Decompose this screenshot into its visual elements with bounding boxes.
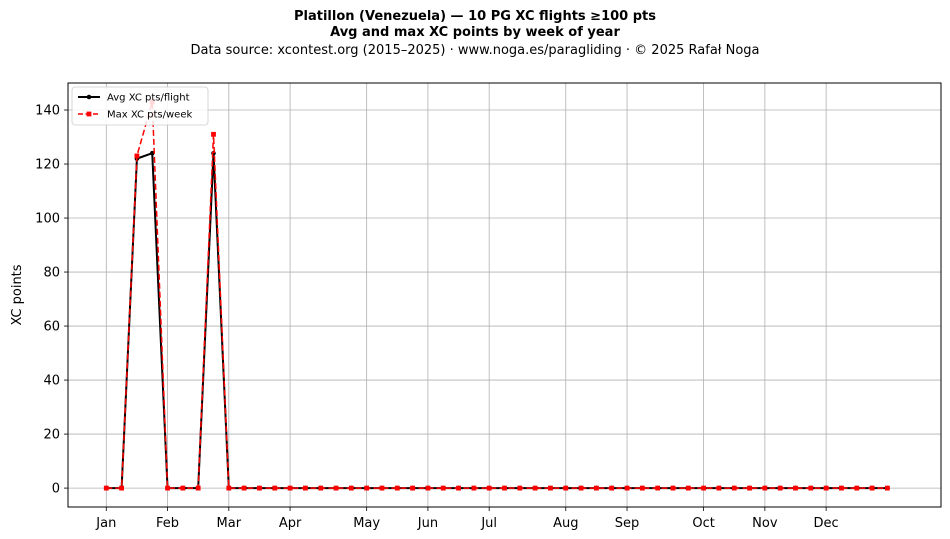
x-tick-label: Mar <box>217 516 242 531</box>
y-tick-label: 0 <box>52 482 60 497</box>
series-line-1 <box>106 101 888 489</box>
x-tick-label: Dec <box>814 516 839 531</box>
source-note: Data source: xcontest.org (2015–2025) · … <box>190 43 760 58</box>
data-point <box>548 485 553 491</box>
data-point <box>884 485 890 491</box>
data-point <box>394 485 400 491</box>
data-point <box>685 485 691 491</box>
legend: Avg XC pts/flight Max XC pts/week <box>71 86 209 126</box>
axis-ticks: 0 20 40 60 80 100 120 140 Jan Feb Mar Apr May Jun Jul A… <box>35 104 839 531</box>
legend-marker <box>86 94 92 100</box>
x-tick-label: May <box>353 516 380 531</box>
x-tick-label: Aug <box>553 516 578 531</box>
data-point <box>180 485 186 491</box>
legend-label: Avg XC pts/flight <box>107 93 190 104</box>
y-tick-label: 80 <box>43 266 60 281</box>
data-point <box>425 485 431 491</box>
y-tick-label: 20 <box>43 428 60 443</box>
chart-subtitle: Avg and max XC points by week of year <box>330 25 620 40</box>
data-point <box>471 485 477 491</box>
y-tick-label: 40 <box>43 374 60 389</box>
data-point <box>348 485 354 491</box>
data-point <box>134 153 140 159</box>
data-point <box>241 485 247 491</box>
data-point <box>119 485 125 491</box>
plot-frame <box>67 82 942 508</box>
legend-label: Max XC pts/week <box>107 110 192 121</box>
data-point <box>502 485 507 491</box>
data-point <box>716 485 722 491</box>
data-point <box>410 485 416 491</box>
data-point <box>808 485 814 491</box>
data-point <box>854 485 860 491</box>
y-tick-label: 120 <box>35 158 60 173</box>
data-point <box>793 485 798 491</box>
legend-box <box>71 86 209 126</box>
data-point <box>747 485 752 491</box>
y-tick-label: 100 <box>35 212 60 227</box>
data-point <box>287 485 293 491</box>
y-tick-label: 140 <box>35 104 60 119</box>
data-point <box>302 485 308 491</box>
legend-marker <box>86 111 92 117</box>
x-tick-label: Apr <box>279 516 302 531</box>
data-point <box>517 485 523 491</box>
x-tick-label: Nov <box>752 516 778 531</box>
data-point <box>195 485 201 491</box>
data-point <box>318 485 324 491</box>
data-point <box>440 485 446 491</box>
data-point <box>624 485 630 491</box>
data-point <box>563 485 569 491</box>
x-tick-label: Jun <box>417 516 438 531</box>
data-point <box>701 485 707 491</box>
data-point <box>639 485 645 491</box>
series-layer <box>103 99 890 491</box>
data-point <box>211 131 216 137</box>
data-point <box>823 485 829 491</box>
data-point <box>532 485 538 491</box>
x-tick-label: Jul <box>480 516 497 531</box>
data-point <box>333 485 339 491</box>
y-axis-label: XC points <box>10 264 25 325</box>
series-line-0 <box>106 152 888 490</box>
data-point <box>456 485 461 491</box>
data-point <box>762 485 768 491</box>
data-point <box>364 485 370 491</box>
data-point <box>609 485 615 491</box>
data-point <box>486 485 492 491</box>
x-tick-label: Feb <box>156 516 179 531</box>
data-point <box>777 485 783 491</box>
data-point <box>379 485 385 491</box>
data-point <box>839 485 844 491</box>
x-tick-label: Sep <box>615 516 640 531</box>
x-tick-label: Oct <box>692 516 714 531</box>
data-point <box>731 485 737 491</box>
data-point <box>869 485 875 491</box>
grid-lines <box>68 83 941 507</box>
data-point <box>272 485 278 491</box>
data-point <box>103 485 109 491</box>
y-tick-label: 60 <box>43 320 60 335</box>
data-point <box>670 485 676 491</box>
chart-title: Platillon (Venezuela) — 10 PG XC flights… <box>293 9 656 24</box>
data-point <box>593 485 599 491</box>
data-point <box>578 485 584 491</box>
data-point <box>226 485 232 491</box>
data-point <box>165 485 170 491</box>
x-tick-label: Jan <box>95 516 116 531</box>
data-point <box>257 485 262 491</box>
data-point <box>149 150 155 156</box>
data-point <box>655 485 661 491</box>
